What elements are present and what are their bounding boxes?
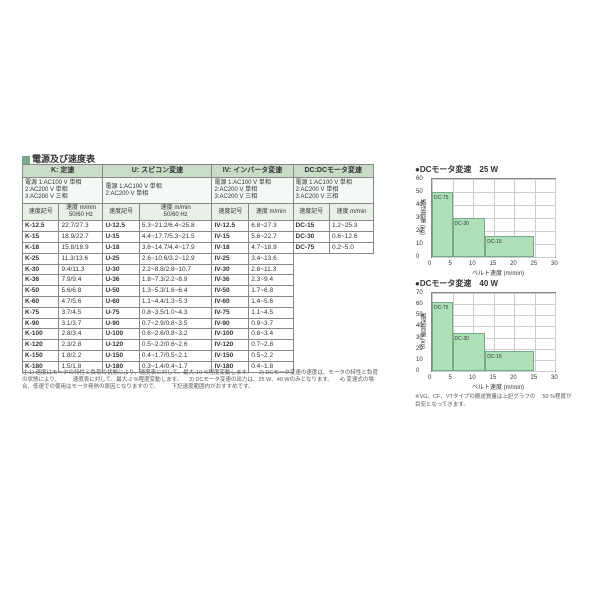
chart-footnote: ※VG、CF、VTタイプの搬送質量は上記グラフの 50 %程度が目安となってきま… (415, 392, 575, 408)
chart-40w: ●DCモータ変速 40 W 05101520253001020304050607… (415, 278, 570, 372)
chart-25w: ●DCモータ変速 25 W 0510152025300102030405060D… (415, 164, 570, 258)
spec-table: K: 定速U: スピコン変速IV: インバータ変速DC:DCモータ変速電源 1:… (22, 164, 374, 373)
notes: 注:1) 速度はモータの特性と負荷の状態により、速度表に対して、最大-10 %程… (22, 370, 382, 391)
